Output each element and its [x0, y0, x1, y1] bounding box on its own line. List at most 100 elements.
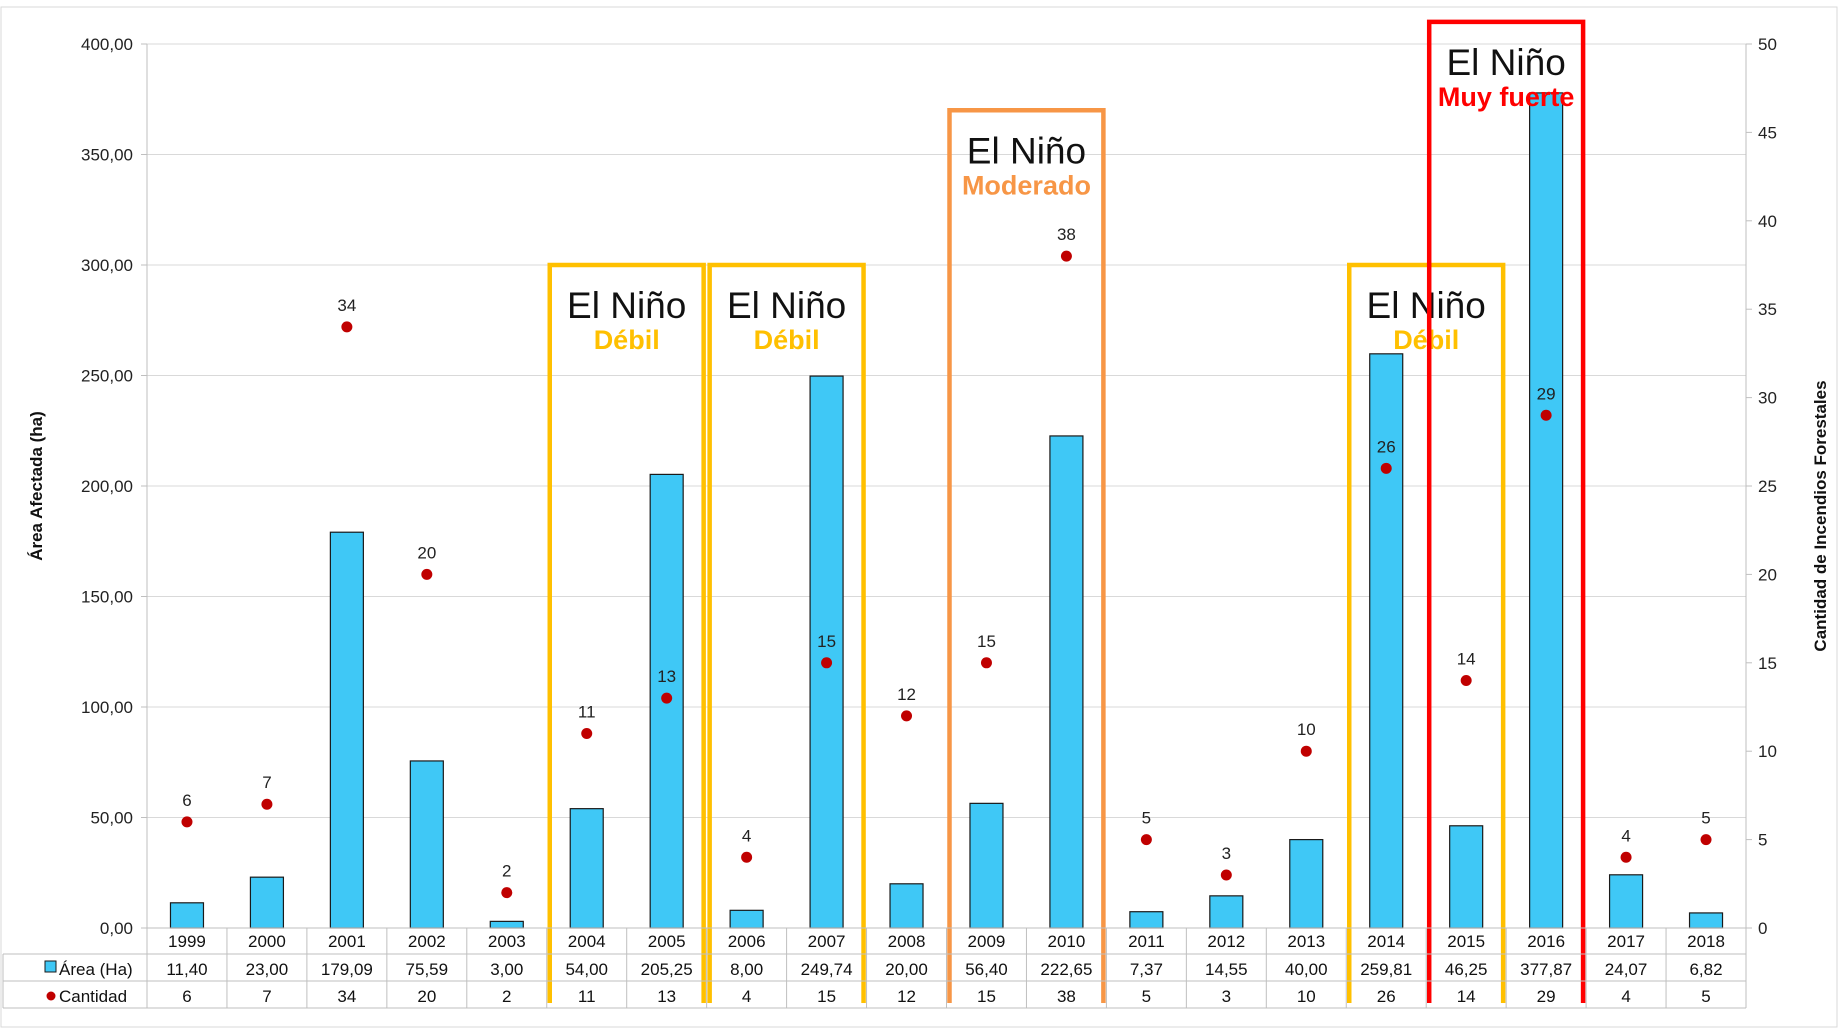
table-year: 2018 [1687, 932, 1725, 951]
y2-tick-label: 15 [1758, 654, 1777, 673]
table-count-value: 3 [1222, 987, 1231, 1006]
point-label: 7 [262, 773, 271, 792]
point [661, 692, 673, 704]
bar [409, 760, 444, 929]
bar [489, 920, 524, 929]
point-label: 20 [417, 543, 436, 562]
table-year: 2014 [1367, 932, 1405, 951]
table-area-value: 377,87 [1520, 960, 1572, 979]
table-area-value: 205,25 [641, 960, 693, 979]
chart-frame [0, 6, 1838, 1028]
point-label: 26 [1377, 437, 1396, 456]
point [261, 798, 273, 810]
y2-tick-label: 5 [1758, 831, 1767, 850]
point-label: 10 [1297, 720, 1316, 739]
point-label: 14 [1457, 649, 1476, 668]
el-nino-box [1347, 262, 1506, 1003]
table-count-value: 12 [897, 987, 916, 1006]
bar [1209, 895, 1244, 929]
el-nino-box [947, 108, 1106, 1003]
bar [169, 902, 205, 929]
bar [569, 808, 604, 929]
y2-tick-label: 35 [1758, 300, 1777, 319]
point-label: 15 [817, 632, 836, 651]
point [1700, 834, 1712, 846]
table-year: 2004 [568, 932, 606, 951]
bar [969, 802, 1004, 929]
table-count-value: 6 [182, 987, 191, 1006]
table-year: 2005 [648, 932, 686, 951]
table-count-value: 38 [1057, 987, 1076, 1006]
bar [1688, 912, 1724, 929]
el-nino-box [1426, 19, 1586, 1003]
el-nino-subtitle: Débil [1393, 325, 1459, 355]
table-count-value: 2 [502, 987, 511, 1006]
el-nino-title: El Niño [1367, 285, 1486, 326]
point-label: 5 [1701, 809, 1710, 828]
table-count-value: 15 [817, 987, 836, 1006]
table-year: 2002 [408, 932, 446, 951]
table-year: 2003 [488, 932, 526, 951]
table-year: 2008 [888, 932, 926, 951]
el-nino-subtitle: Muy fuerte [1438, 82, 1575, 112]
legend-label-count: Cantidad [59, 987, 127, 1006]
y-tick-label: 100,00 [81, 698, 133, 717]
point-label: 15 [977, 632, 996, 651]
point [980, 657, 992, 669]
legend-key-area [44, 960, 57, 973]
table-area-value: 14,55 [1205, 960, 1248, 979]
y-tick-label: 200,00 [81, 477, 133, 496]
el-nino-box [707, 262, 866, 1003]
table-area-value: 7,37 [1130, 960, 1163, 979]
point [1540, 409, 1552, 421]
table-year: 2012 [1207, 932, 1245, 951]
y2-tick-label: 10 [1758, 742, 1777, 761]
y-tick-label: 0,00 [100, 919, 133, 938]
table-count-value: 14 [1457, 987, 1476, 1006]
table-area-value: 11,40 [166, 960, 207, 979]
table-count-value: 26 [1377, 987, 1396, 1006]
point [1460, 674, 1472, 686]
bar [249, 876, 285, 929]
y2-tick-label: 20 [1758, 565, 1777, 584]
point-label: 4 [1621, 826, 1630, 845]
y2-axis-title: Cantidad de Incendios Forestales [1811, 380, 1830, 651]
point [1220, 869, 1232, 881]
el-nino-box [547, 262, 706, 1003]
bar [889, 883, 924, 929]
table-year: 2000 [248, 932, 286, 951]
bar [809, 375, 844, 929]
el-nino-subtitle: Débil [754, 325, 820, 355]
table-area-value: 46,25 [1445, 960, 1488, 979]
point [821, 657, 833, 669]
table-area-value: 249,74 [801, 960, 853, 979]
table-count-value: 11 [578, 987, 596, 1006]
table-year: 2010 [1048, 932, 1086, 951]
el-nino-title: El Niño [727, 285, 846, 326]
point-label: 34 [337, 296, 356, 315]
point [741, 851, 753, 863]
bar [1129, 911, 1164, 929]
table-year: 2017 [1607, 932, 1645, 951]
table-count-value: 13 [657, 987, 676, 1006]
table-area-value: 23,00 [246, 960, 289, 979]
point [1060, 250, 1072, 262]
table-area-value: 179,09 [321, 960, 373, 979]
y-axis-title: Área Afectada (ha) [27, 411, 46, 561]
el-nino-subtitle: Moderado [962, 170, 1091, 200]
table-area-value: 24,07 [1605, 960, 1648, 979]
table-year: 2011 [1128, 932, 1165, 951]
table-count-value: 34 [337, 987, 356, 1006]
point [1620, 851, 1632, 863]
point-label: 5 [1142, 809, 1151, 828]
point-label: 12 [897, 685, 916, 704]
point [341, 321, 353, 333]
el-nino-title: El Niño [567, 285, 686, 326]
point-label: 11 [578, 703, 596, 722]
table-area-value: 8,00 [730, 960, 763, 979]
point-label: 29 [1537, 384, 1556, 403]
bar [1529, 92, 1564, 929]
y-tick-label: 400,00 [81, 35, 133, 54]
